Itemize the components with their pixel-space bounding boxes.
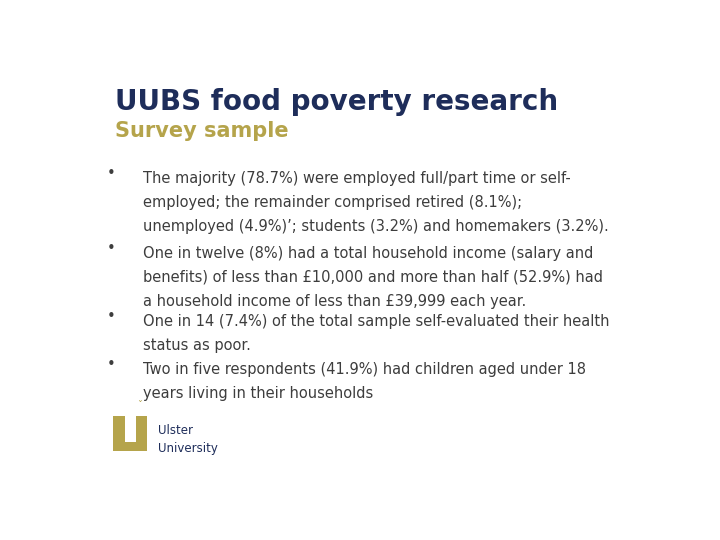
Text: One in 14 (7.4%) of the total sample self-evaluated their health: One in 14 (7.4%) of the total sample sel… <box>143 314 610 329</box>
Text: Ulster
University: Ulster University <box>158 424 218 455</box>
Text: years living in their households: years living in their households <box>143 386 373 401</box>
Text: Two in five respondents (41.9%) had children aged under 18: Two in five respondents (41.9%) had chil… <box>143 362 586 377</box>
Text: status as poor.: status as poor. <box>143 339 251 353</box>
Text: a household income of less than £39,999 each year.: a household income of less than £39,999 … <box>143 294 526 309</box>
Text: The majority (78.7%) were employed full/part time or self-: The majority (78.7%) were employed full/… <box>143 171 571 186</box>
Text: •: • <box>107 241 115 255</box>
Text: •: • <box>107 309 115 325</box>
Text: One in twelve (8%) had a total household income (salary and: One in twelve (8%) had a total household… <box>143 246 593 261</box>
Text: benefits) of less than £10,000 and more than half (52.9%) had: benefits) of less than £10,000 and more … <box>143 270 603 285</box>
Text: Survey sample: Survey sample <box>115 121 289 141</box>
Bar <box>114 442 147 451</box>
Text: unemployed (4.9%)’; students (3.2%) and homemakers (3.2%).: unemployed (4.9%)’; students (3.2%) and … <box>143 219 609 234</box>
Text: •: • <box>107 357 115 372</box>
Text: UUBS food poverty research: UUBS food poverty research <box>115 87 558 116</box>
Text: employed; the remainder comprised retired (8.1%);: employed; the remainder comprised retire… <box>143 195 522 210</box>
Text: •: • <box>107 166 115 181</box>
Bar <box>114 416 125 451</box>
Text: ˇ: ˇ <box>138 401 143 411</box>
Bar <box>136 416 147 447</box>
